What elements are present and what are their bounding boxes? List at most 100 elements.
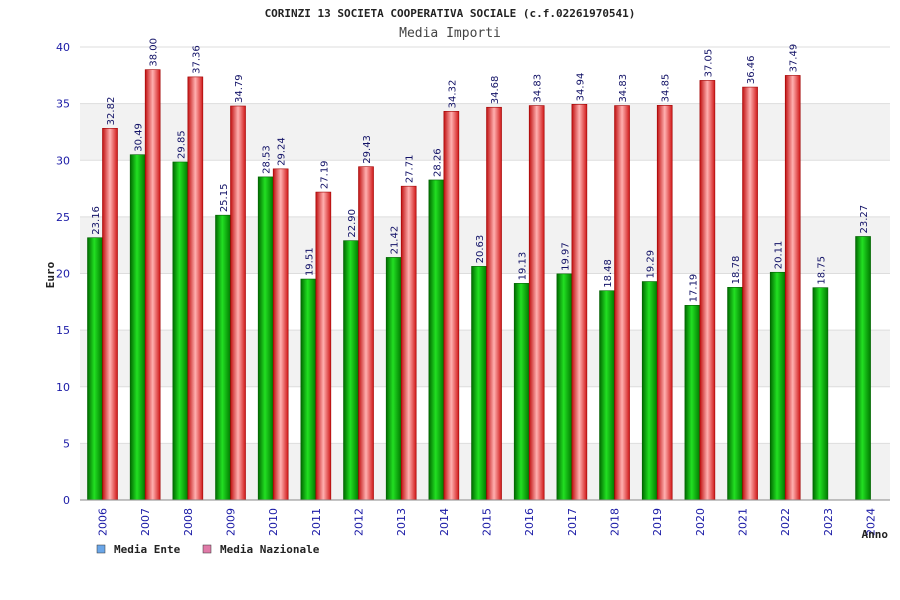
bar-media-ente [428, 179, 445, 501]
value-label-media-ente: 28.53 [262, 145, 273, 174]
x-tick-label: 2022 [779, 508, 792, 536]
x-tick-label: 2023 [822, 508, 835, 536]
legend-label-media-nazionale: Media Nazionale [220, 543, 320, 556]
x-tick-label: 2018 [609, 508, 622, 536]
bar-media-nazionale [315, 191, 332, 501]
value-label-media-nazionale: 34.94 [575, 73, 586, 102]
bar-media-ente [855, 236, 871, 501]
y-tick-label: 40 [56, 41, 70, 54]
bar-media-nazionale [400, 185, 417, 501]
value-label-media-ente: 19.29 [646, 250, 657, 279]
value-label-media-ente: 18.48 [603, 259, 614, 288]
bar-media-ente [471, 266, 487, 501]
bar-media-nazionale [187, 76, 204, 501]
bar-media-ente [513, 283, 530, 501]
bar-media-nazionale [528, 105, 545, 501]
y-tick-label: 30 [56, 154, 70, 167]
x-tick-label: 2010 [267, 508, 280, 536]
y-axis-label: Euro [44, 261, 57, 288]
y-tick-label: 5 [63, 437, 70, 450]
bar-media-nazionale [102, 128, 118, 501]
x-tick-label: 2006 [97, 508, 110, 536]
x-tick-label: 2019 [651, 508, 664, 536]
bar-media-nazionale [272, 168, 289, 501]
bar-media-nazionale [486, 106, 502, 501]
value-label-media-nazionale: 34.79 [234, 74, 245, 103]
value-label-media-nazionale: 34.32 [447, 80, 458, 109]
value-label-media-ente: 17.19 [688, 274, 699, 303]
bar-media-ente [129, 154, 146, 501]
x-tick-label: 2014 [438, 508, 451, 536]
value-label-media-ente: 19.97 [560, 242, 571, 271]
value-label-media-nazionale: 29.43 [362, 135, 373, 164]
value-label-media-nazionale: 34.83 [533, 74, 544, 103]
bar-media-ente [641, 281, 658, 501]
legend: Media Ente Media Nazionale [96, 543, 320, 556]
x-tick-label: 2011 [310, 508, 323, 536]
value-label-media-ente: 28.26 [432, 148, 443, 177]
value-label-media-ente: 21.42 [390, 226, 401, 255]
bar-media-ente [556, 273, 573, 501]
value-label-media-nazionale: 37.36 [191, 45, 202, 74]
value-label-media-ente: 20.11 [774, 241, 785, 270]
y-tick-label: 20 [56, 268, 70, 281]
value-label-media-ente: 23.16 [91, 206, 102, 235]
y-tick-label: 10 [56, 381, 70, 394]
value-label-media-nazionale: 37.49 [789, 44, 800, 73]
bar-media-nazionale [742, 86, 758, 501]
x-tick-label: 2017 [566, 508, 579, 536]
value-label-media-ente: 22.90 [347, 209, 358, 238]
legend-swatch-media-ente [96, 544, 106, 554]
x-tick-label: 2008 [182, 508, 195, 536]
value-label-media-nazionale: 38.00 [149, 38, 160, 67]
bar-media-ente [684, 305, 701, 501]
value-label-media-nazionale: 34.83 [618, 74, 629, 103]
x-tick-label: 2012 [353, 508, 366, 536]
y-axis-ticks: 0 5 10 15 20 25 30 35 40 [56, 41, 70, 507]
legend-label-media-ente: Media Ente [114, 543, 181, 556]
value-labels: 23.16 32.82 30.49 38.00 29.85 37.36 25.15 34.79… [91, 38, 870, 302]
bar-media-ente [599, 290, 615, 501]
bar-media-ente [172, 161, 189, 501]
bar-media-ente [215, 214, 231, 501]
x-tick-label: 2021 [737, 508, 750, 536]
value-label-media-nazionale: 29.24 [277, 137, 288, 166]
y-tick-label: 0 [63, 494, 70, 507]
x-tick-label: 2007 [139, 508, 152, 536]
y-tick-label: 35 [56, 98, 70, 111]
x-tick-label: 2009 [225, 508, 238, 536]
chart-subtitle: Media Importi [399, 26, 501, 41]
x-axis-ticks: 2006 2007 2008 2009 2010 2011 2012 2013 2014 2015… [97, 508, 878, 536]
x-tick-label: 2015 [481, 508, 494, 536]
value-label-media-ente: 20.63 [475, 235, 486, 264]
bar-media-ente [300, 278, 317, 501]
bar-media-ente [769, 271, 786, 501]
value-label-media-nazionale: 37.05 [703, 49, 714, 78]
bar-media-nazionale [614, 105, 630, 501]
value-label-media-ente: 19.51 [304, 247, 315, 276]
bar-media-nazionale [571, 104, 588, 501]
bar-media-nazionale [656, 105, 673, 501]
bar-media-nazionale [784, 75, 801, 501]
bar-media-nazionale [699, 80, 716, 501]
bar-media-ente [87, 237, 103, 501]
y-tick-label: 15 [56, 324, 70, 337]
bar-media-ente [727, 287, 743, 501]
bar-media-nazionale [443, 111, 460, 501]
value-label-media-nazionale: 32.82 [106, 97, 117, 126]
value-label-media-ente: 18.78 [731, 256, 742, 285]
value-label-media-ente: 29.85 [176, 130, 187, 159]
value-label-media-nazionale: 27.19 [319, 160, 330, 189]
value-label-media-ente: 19.13 [518, 252, 529, 281]
value-label-media-ente: 30.49 [134, 123, 145, 152]
value-label-media-nazionale: 34.85 [661, 74, 672, 103]
value-label-media-nazionale: 36.46 [746, 55, 757, 84]
bar-media-nazionale [144, 69, 161, 501]
x-tick-label: 2020 [694, 508, 707, 536]
y-tick-label: 25 [56, 211, 70, 224]
x-axis-label: Anno [862, 528, 889, 541]
value-label-media-nazionale: 27.71 [405, 155, 416, 184]
bar-media-ente [812, 287, 829, 501]
value-label-media-ente: 25.15 [219, 184, 230, 213]
